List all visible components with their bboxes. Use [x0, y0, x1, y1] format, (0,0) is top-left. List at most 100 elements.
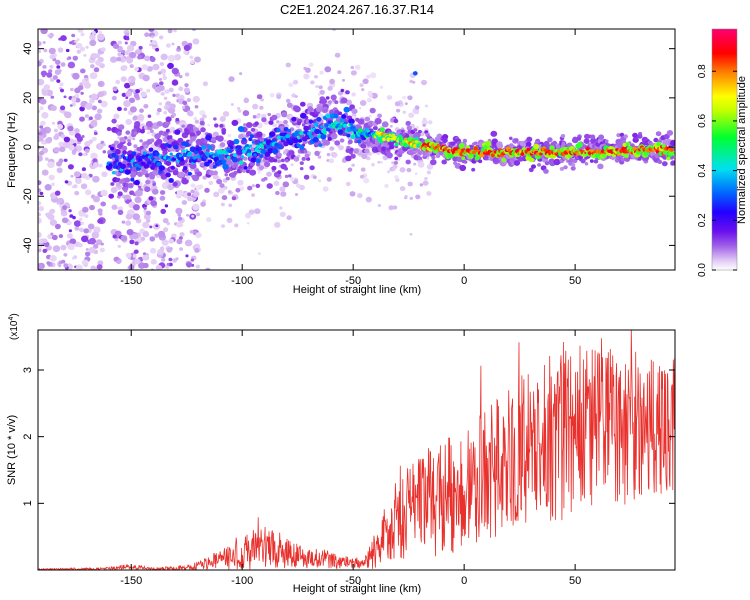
snr-y-axis-label: SNR (10 * v/v) [6, 415, 18, 485]
spectrogram-cell [427, 120, 433, 125]
spectrogram-cell [205, 134, 212, 141]
spectrogram-cell [117, 52, 122, 56]
spectrogram-cell [287, 128, 291, 133]
spectrogram-cell [331, 124, 337, 129]
spectrogram-cell [288, 82, 294, 88]
spectrogram-cell [227, 133, 232, 138]
spectrogram-cell [49, 54, 55, 60]
spectrogram-cell [42, 238, 48, 243]
spectrogram-cell [39, 98, 47, 105]
spectrogram-cell [168, 135, 173, 139]
spectrogram-cell [126, 57, 134, 64]
spectrogram-cell [330, 94, 337, 101]
spectrogram-cell [132, 254, 137, 258]
spectrogram-cell [313, 175, 317, 179]
spectrogram-cell [230, 103, 234, 106]
spectrogram-cell [62, 141, 71, 149]
spectrogram-cell [38, 150, 45, 156]
spectrogram-cell [117, 244, 122, 248]
spectrogram-cell [91, 136, 97, 142]
spectrogram-cell [43, 48, 48, 53]
spectrogram-cell [175, 207, 183, 215]
spectrogram-cell [436, 143, 441, 147]
spectrogram-cell [616, 133, 621, 138]
spectrogram-cell [142, 231, 150, 238]
spectrogram-cell [143, 104, 149, 109]
spectrogram-cell [56, 201, 60, 205]
spectrogram-cell [391, 161, 395, 165]
spectrogram-cell [113, 113, 120, 120]
spectrogram-cell [362, 78, 369, 85]
spectrogram-cell [125, 32, 130, 37]
spectrogram-cell [186, 110, 193, 116]
spectrogram-cell [410, 124, 415, 128]
spectrogram-cell [98, 30, 103, 34]
spectrogram-cell [56, 167, 63, 174]
spectrogram-cell [72, 215, 76, 220]
spectrogram-cell [41, 140, 47, 145]
spectrogram-cell [203, 156, 208, 160]
spectrogram-cell [134, 238, 139, 243]
spectrogram-cell [60, 35, 67, 42]
spectrogram-cell [315, 124, 319, 128]
spectrogram-cell [243, 123, 247, 127]
spectrogram-cell [414, 131, 421, 138]
spectrogram-cell [95, 59, 102, 66]
spectrogram-cell [249, 169, 257, 176]
spectrogram-cell [543, 148, 548, 152]
spectrogram-cell [51, 182, 55, 187]
spectrogram-cell [84, 141, 91, 147]
spectrogram-cell [168, 238, 174, 244]
spectrogram-cell [334, 52, 341, 58]
spectrogram-cell [669, 147, 674, 152]
spectrogram-cell [176, 189, 184, 197]
spectrogram-cell [115, 182, 121, 187]
spectrogram-cell [178, 86, 184, 91]
colorbar-tick-label: 0.6 [697, 114, 708, 128]
spectrogram-cell [379, 161, 383, 164]
spectrogram-cell [227, 156, 231, 160]
spectrogram-cell [165, 264, 170, 269]
spectrogram-cell [192, 38, 200, 45]
spectrogram-cell [202, 114, 207, 119]
spectrogram-cell [149, 56, 156, 62]
spectrogram-cell [63, 158, 68, 162]
spectrogram-cell [262, 141, 266, 145]
spectrogram-cell [165, 172, 171, 178]
spectrogram-cell [39, 125, 44, 129]
spectrogram-cell [159, 81, 164, 86]
spectrogram-cell [145, 210, 152, 216]
spectrogram-cell [329, 146, 335, 151]
spectrogram-cell [123, 107, 128, 111]
spectrogram-cell [174, 129, 181, 135]
spectrogram-cell [394, 142, 399, 147]
spectrogram-cell [216, 135, 224, 142]
spectrogram-cell [315, 85, 319, 89]
spectrogram-cell [51, 121, 56, 125]
spectrogram-cell [371, 92, 378, 99]
spectrogram-cell [38, 217, 42, 224]
spectrogram-cell [142, 74, 150, 82]
spectrogram-cell [117, 40, 123, 45]
spectrogram-cell [187, 192, 192, 196]
spectrogram-cell [183, 50, 189, 55]
spectrogram-cell [547, 137, 553, 143]
spectrogram-cell [83, 228, 89, 234]
spectrogram-cell [180, 157, 184, 162]
spectrogram-cell [129, 190, 135, 196]
spectrogram-cell [259, 154, 264, 159]
spectrogram-cell [118, 124, 125, 130]
spectrogram-cell [192, 95, 200, 103]
spectrogram-cell [159, 195, 166, 201]
spectrogram-cell [140, 91, 147, 98]
spectrogram-cell [314, 150, 320, 156]
spectrogram-cell [178, 74, 183, 79]
spectrogram-cell [308, 134, 314, 139]
spectrogram-cell [112, 43, 120, 49]
spectrogram-cell [77, 243, 83, 248]
spectrogram-cell [50, 232, 54, 236]
snr-series-line [38, 330, 675, 570]
spectrogram-cell [159, 35, 164, 40]
spectrogram-cell [305, 67, 311, 73]
spectrogram-cell [74, 40, 78, 43]
